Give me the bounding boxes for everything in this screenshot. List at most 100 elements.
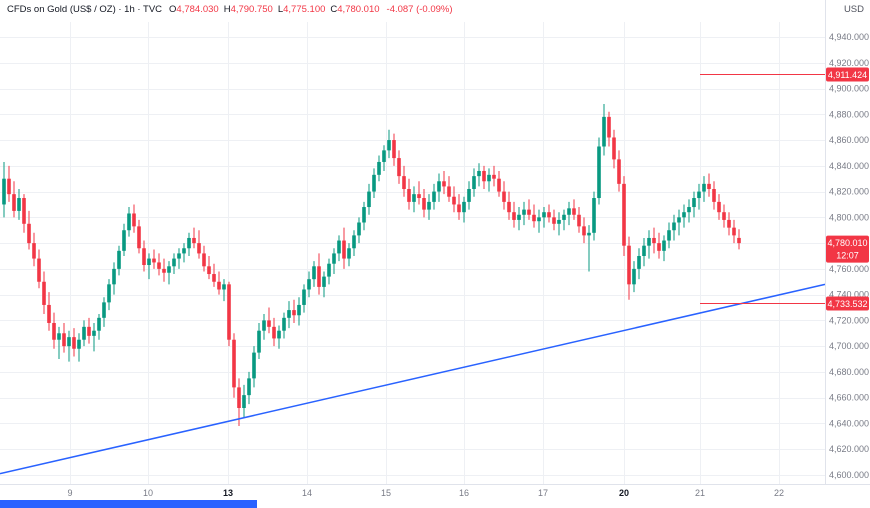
candle-body	[377, 161, 381, 175]
candle-body	[522, 209, 526, 215]
candle-body	[297, 304, 301, 316]
candle-body	[422, 198, 426, 210]
candle-body	[47, 304, 51, 323]
grid	[0, 22, 825, 484]
candle-body	[57, 333, 61, 340]
candle-body	[177, 253, 181, 259]
candle-body	[707, 183, 711, 190]
candle-body	[582, 226, 586, 236]
candle-body	[287, 310, 291, 318]
candle-body	[267, 320, 271, 327]
time-tick-label: 10	[143, 488, 153, 498]
trendline-drawing[interactable]	[0, 283, 826, 475]
candle-body	[7, 178, 11, 195]
candle-body	[372, 174, 376, 192]
ohlc-high: H4,790.750	[224, 4, 273, 15]
time-tick-label: 20	[619, 488, 629, 498]
symbol-title[interactable]: CFDs on Gold (US$ / OZ) · 1h · TVC	[7, 4, 163, 15]
candle-body	[162, 268, 166, 273]
candle-body	[572, 208, 576, 215]
candle-body	[622, 183, 626, 246]
candle-body	[607, 116, 611, 138]
candle-body	[392, 140, 396, 159]
candle-body	[307, 279, 311, 290]
candle-body	[387, 140, 391, 151]
candle-body	[112, 268, 116, 285]
price-level-badge-label: 4,911.424	[828, 70, 867, 80]
time-tick-label: 22	[774, 488, 784, 498]
price-tick-label: 4,800.000	[829, 212, 869, 222]
candle-body	[672, 222, 676, 231]
candle-body	[82, 326, 86, 340]
ohlc-open: O4,784.030	[169, 4, 219, 15]
price-tick-label: 4,740.000	[829, 290, 869, 300]
time-tick-label: 14	[302, 488, 312, 498]
candle-body	[77, 339, 81, 349]
candle-body	[167, 266, 171, 273]
candle-body	[152, 258, 156, 263]
candle-body	[567, 208, 571, 215]
candle-body	[227, 284, 231, 340]
price-tick-label: 4,720.000	[829, 315, 869, 325]
candle-body	[432, 191, 436, 202]
candle-body	[222, 284, 226, 290]
candle-body	[652, 237, 656, 244]
candle-body	[682, 212, 686, 218]
price-level-badge[interactable]	[826, 67, 869, 82]
candle-body	[322, 276, 326, 287]
candle-body	[337, 240, 341, 254]
candle-body	[302, 289, 306, 305]
candle-body	[452, 196, 456, 205]
candle-body	[92, 330, 96, 336]
low-value: 4,775.100	[283, 4, 326, 15]
candle-body	[647, 237, 651, 246]
candle-body	[627, 245, 631, 285]
price-level-badge[interactable]	[826, 296, 869, 311]
candle-body	[732, 227, 736, 236]
price-tick-label: 4,680.000	[829, 367, 869, 377]
high-value: 4,790.750	[230, 4, 273, 15]
candle-body	[127, 213, 131, 231]
candle-body	[277, 330, 281, 339]
ohlc-low: L4,775.100	[278, 4, 326, 15]
candle-body	[517, 214, 521, 220]
candle-body	[262, 320, 266, 331]
candle-body	[132, 213, 136, 227]
candle-body	[637, 255, 641, 269]
price-tick-label: 4,900.000	[829, 84, 869, 94]
candle-body	[472, 176, 476, 190]
price-tick-label: 4,920.000	[829, 58, 869, 68]
candle-body	[192, 237, 196, 244]
candle-body	[497, 178, 501, 192]
candle-body	[507, 201, 511, 213]
candle-body	[42, 281, 46, 305]
candle-body	[487, 174, 491, 182]
candle-body	[67, 337, 71, 347]
time-tick-label: 16	[459, 488, 469, 498]
candle-body	[172, 258, 176, 267]
time-axis[interactable]: 9 10 13 14 15 16 17 20 21 22	[67, 488, 784, 498]
ohlc-close: C4,780.010	[330, 4, 379, 15]
candle-body	[22, 198, 26, 224]
candle-body	[617, 159, 621, 184]
candle-body	[382, 150, 386, 162]
candle-body	[327, 263, 331, 277]
candle-body	[317, 266, 321, 287]
candle-body	[72, 337, 76, 349]
candle-body	[737, 237, 741, 244]
candle-body	[237, 387, 241, 409]
candle-body	[107, 284, 111, 303]
price-axis[interactable]: 4,940.000 4,920.000 4,900.000 4,880.000 4,86…	[829, 32, 869, 480]
candle-body	[482, 170, 486, 182]
last-price-badge[interactable]	[826, 235, 869, 263]
candle-body	[137, 226, 141, 249]
candle-body	[187, 237, 191, 249]
candle-body	[547, 212, 551, 218]
price-axis-currency-label: USD	[843, 4, 864, 15]
candle-body	[342, 240, 346, 259]
candle-body	[667, 230, 671, 241]
candle-body	[602, 116, 606, 147]
open-value: 4,784.030	[176, 4, 219, 15]
